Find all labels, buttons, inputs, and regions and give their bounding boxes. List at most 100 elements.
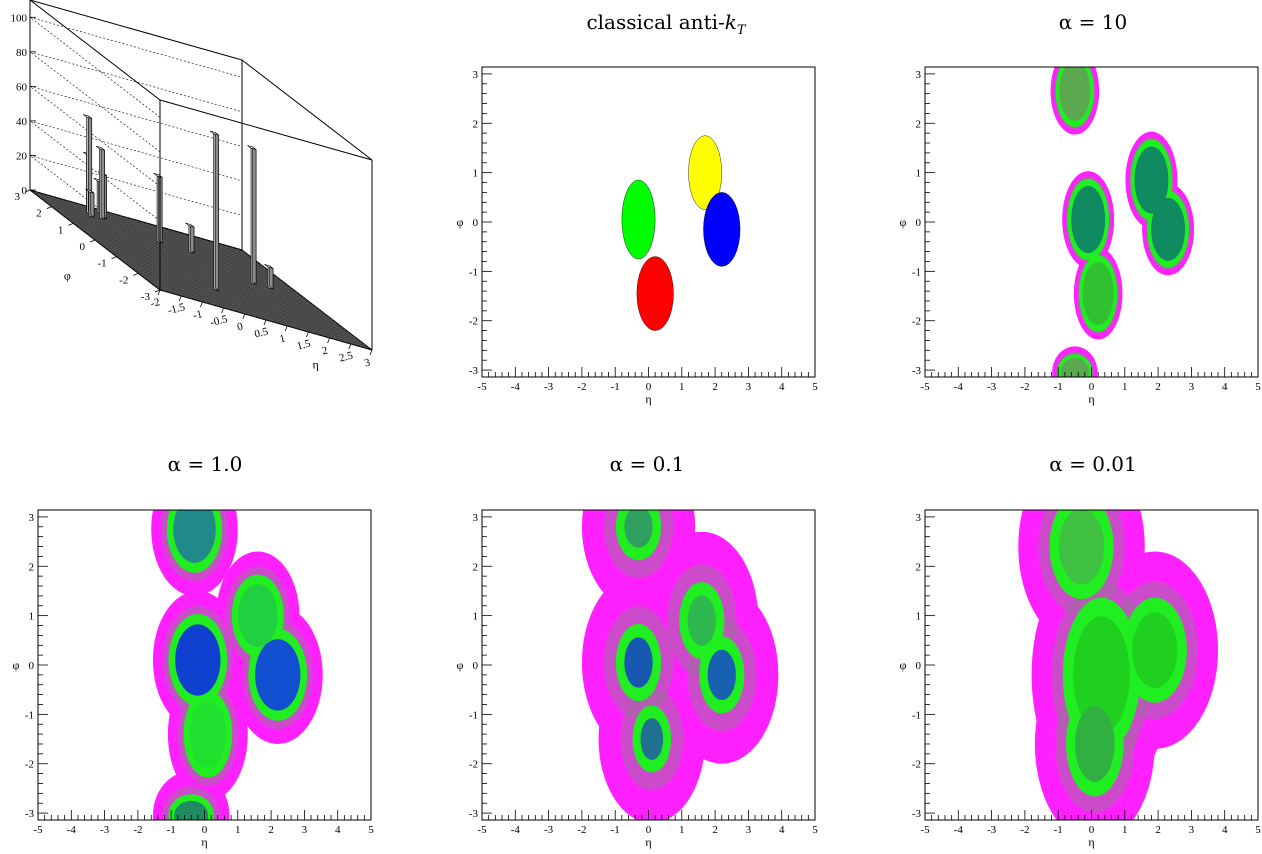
x-tick-label: -1: [611, 381, 620, 393]
eta-tick: [306, 331, 309, 338]
x-tick-label: -5: [920, 381, 930, 393]
eta-tick: [157, 289, 161, 296]
eta-tick: [221, 307, 224, 314]
x-tick-label: 3: [1189, 381, 1195, 393]
y-tick-label: 1: [916, 168, 922, 180]
floor-mesh: [188, 234, 320, 336]
eta-tick-label: -0.5: [209, 313, 229, 329]
z-tick-label: 100: [11, 12, 28, 24]
x-tick-label: -5: [920, 824, 930, 836]
x-tick-label: 0: [1089, 381, 1095, 393]
tower-side: [252, 146, 257, 285]
x-tick-label: 4: [779, 824, 785, 836]
y-axis-label: φ: [13, 658, 20, 672]
y-tick-label: 1: [29, 611, 35, 623]
y-tick-label: 2: [916, 118, 922, 130]
eta-tick-label: -2: [149, 296, 161, 310]
tower-top: [264, 263, 274, 269]
floor-mesh: [215, 242, 346, 343]
eta-tick: [178, 295, 182, 302]
tower-side: [90, 189, 95, 218]
tower-side: [269, 265, 274, 290]
x-tick-label: -1: [1054, 381, 1063, 393]
x-tick-label: 4: [1222, 381, 1228, 393]
core-region: [1071, 185, 1106, 254]
y-tick-label: -1: [912, 266, 921, 278]
phi-tick: [68, 222, 74, 226]
floor-mesh: [199, 237, 330, 339]
jet-area: [636, 256, 674, 331]
phi-tick: [111, 256, 117, 260]
y-axis-label: φ: [457, 215, 464, 229]
core-region: [175, 624, 221, 696]
y-tick-label: -3: [912, 365, 922, 377]
eta-tick-label: -1: [192, 308, 204, 322]
y-tick-label: -1: [469, 709, 478, 721]
floor-mesh: [72, 222, 285, 283]
floor-mesh: [146, 222, 277, 324]
phi-tick: [46, 206, 52, 210]
floor-mesh: [210, 240, 341, 342]
floor-mesh: [172, 230, 304, 331]
floor-mesh: [220, 243, 351, 345]
floor-mesh: [225, 245, 357, 346]
x-tick-label: 1: [235, 824, 241, 836]
tower-side: [214, 131, 219, 292]
core-region: [1059, 67, 1091, 121]
alpha-0.1-panel: -5 -4 -3 -2 -1 0 1 2 3 4 5 -3 -2 -1 0 1 2 3 η φ: [457, 509, 818, 849]
tower-side: [100, 146, 105, 220]
eta-tick-label: 1: [278, 333, 286, 346]
y-axis-label: φ: [900, 215, 907, 229]
density-layer: [581, 510, 779, 820]
phi-tick: [89, 239, 96, 243]
floor-mesh: [157, 225, 288, 327]
eta-tick-label: 1.5: [296, 337, 313, 352]
eta-tick-label: 2.5: [338, 349, 355, 364]
x-axis-label: η: [201, 835, 207, 849]
phi-tick: [24, 189, 31, 193]
core-region: [1132, 612, 1178, 688]
y-tick-label: 3: [473, 69, 479, 81]
floor-mesh: [62, 214, 275, 276]
y-tick-label: 1: [916, 611, 922, 623]
density-layer: [151, 510, 323, 820]
jet-area: [621, 179, 656, 260]
core-region: [624, 637, 653, 688]
phi-tick-label: 1: [58, 224, 64, 236]
x-tick-label: 0: [1089, 824, 1095, 836]
eta-tick: [284, 325, 288, 332]
phi-tick-label: 0: [80, 241, 86, 253]
y-tick-label: 3: [473, 512, 479, 524]
alpha-0.01-panel: -5 -4 -3 -2 -1 0 1 2 3 4 5 -3 -2 -1 0 1 2 3 η φ: [900, 509, 1261, 849]
y-tick-label: 3: [916, 69, 922, 81]
core-region: [174, 800, 209, 820]
x-tick-label: 4: [335, 824, 341, 836]
core-region: [624, 510, 653, 548]
x-tick-label: 0: [202, 824, 208, 836]
density-layer: [1050, 67, 1195, 377]
y-tick-label: -2: [912, 759, 921, 771]
floor-mesh: [141, 221, 272, 322]
x-tick-label: -3: [987, 824, 997, 836]
floor-mesh: [236, 248, 367, 349]
x-tick-label: 0: [646, 824, 652, 836]
y-tick-label: -2: [912, 316, 921, 328]
x-tick-label: -4: [954, 381, 964, 393]
floor-mesh: [59, 212, 272, 273]
x-tick-label: 2: [1155, 824, 1161, 836]
floor-mesh: [204, 239, 336, 340]
x-tick-label: -4: [511, 824, 521, 836]
floor-mesh: [88, 234, 301, 296]
x-tick-label: 2: [268, 824, 274, 836]
phi-axis-label: φ: [64, 268, 71, 282]
panel-2-title: classical anti-kT: [586, 10, 746, 38]
y-tick-label: 2: [29, 561, 35, 573]
y-tick-label: -3: [912, 808, 922, 820]
x-tick-label: 1: [679, 381, 685, 393]
tower-top: [95, 145, 105, 151]
x-tick-label: 2: [1155, 381, 1161, 393]
z-tick-label: 60: [16, 81, 28, 93]
y-axis-label: φ: [457, 658, 464, 672]
z-tick-label: 40: [16, 116, 28, 128]
x-tick-label: 2: [712, 381, 718, 393]
